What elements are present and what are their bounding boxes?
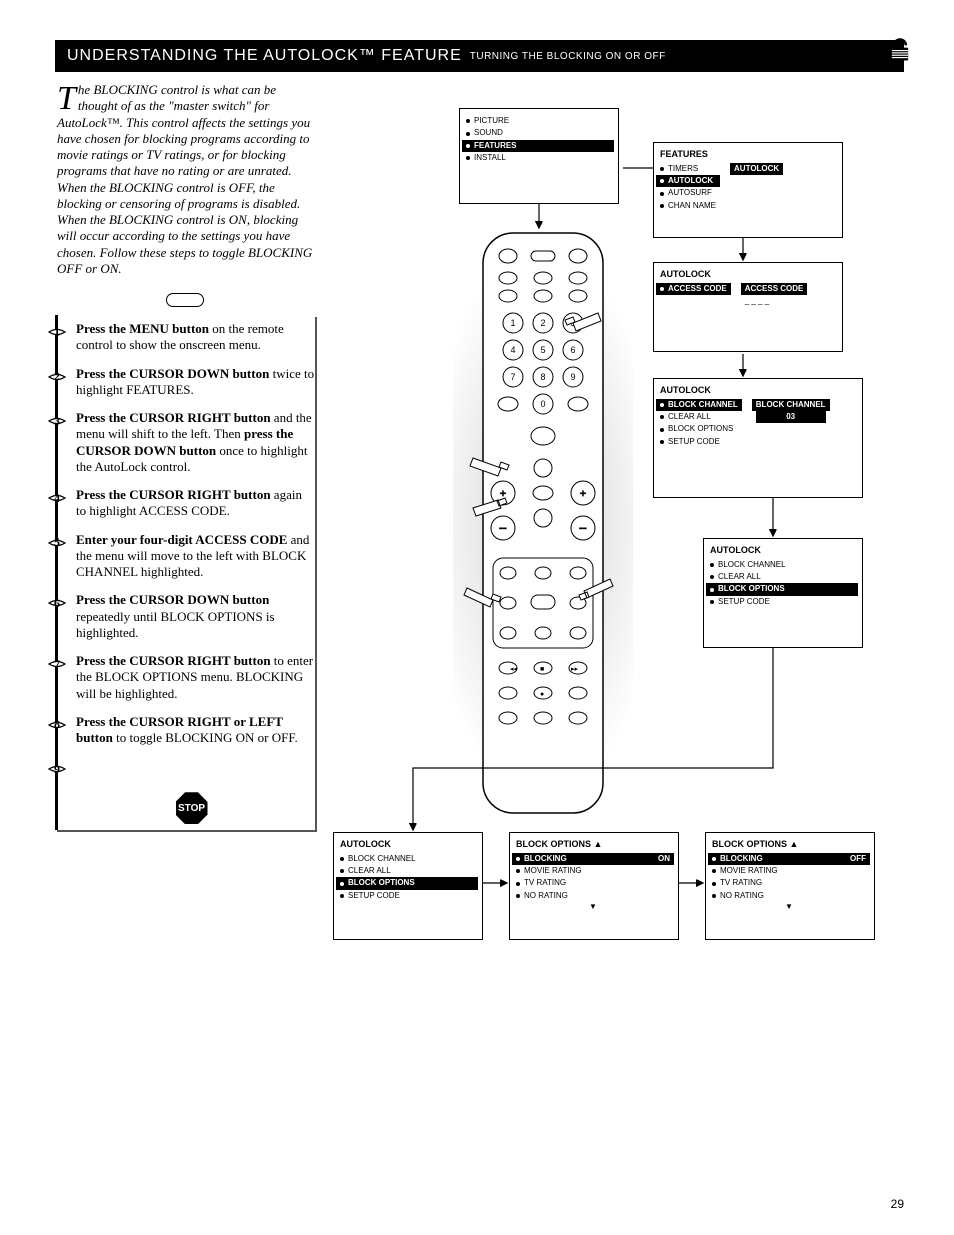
svg-text:5: 5 <box>540 345 545 355</box>
svg-text:●: ● <box>540 690 544 698</box>
step-8: 8Press the CURSOR RIGHT or LEFT button t… <box>68 714 315 747</box>
svg-text:7: 7 <box>510 372 515 382</box>
step-9: 9 <box>68 758 315 780</box>
svg-text:0: 0 <box>540 399 545 409</box>
step-diamond-icon: 1 <box>46 321 68 343</box>
step-diamond-icon: 4 <box>46 487 68 509</box>
svg-text:−: − <box>499 522 507 537</box>
step-diamond-icon: 2 <box>46 366 68 388</box>
step-diamond-icon: 6 <box>46 592 68 614</box>
page-number: 29 <box>891 1197 904 1211</box>
lock-icon <box>886 36 914 64</box>
step-text: Press the CURSOR RIGHT button and the me… <box>76 410 315 475</box>
svg-text:■: ■ <box>540 665 544 673</box>
step-5: 5Enter your four-digit ACCESS CODE and t… <box>68 532 315 581</box>
svg-text:4: 4 <box>510 345 515 355</box>
menu-screen-m5: AUTOLOCK BLOCK CHANNELCLEAR ALLBLOCK OPT… <box>703 538 863 648</box>
menu-screen-m8: BLOCK OPTIONS ▲BLOCKINGOFFMOVIE RATINGTV… <box>705 832 875 940</box>
svg-text:+: + <box>580 488 586 500</box>
step-7: 7Press the CURSOR RIGHT button to enter … <box>68 653 315 702</box>
step-diamond-icon: 7 <box>46 653 68 675</box>
step-diamond-icon: 3 <box>46 410 68 432</box>
step-text: Press the CURSOR DOWN button repeatedly … <box>76 592 315 641</box>
page-title-bar: UNDERSTANDING THE AUTOLOCK™ FEATURE TURN… <box>55 40 904 72</box>
menu-screen-m3: AUTOLOCK ACCESS CODEACCESS CODE_ _ _ _ <box>653 262 843 352</box>
menu-screen-m1: PICTURESOUNDFEATURESINSTALL <box>459 108 619 204</box>
page-title: UNDERSTANDING THE AUTOLOCK™ FEATURE <box>67 47 462 65</box>
svg-text:2: 2 <box>540 318 545 328</box>
svg-text:−: − <box>579 522 587 537</box>
menu-screen-m6: AUTOLOCK BLOCK CHANNELCLEAR ALLBLOCK OPT… <box>333 832 483 940</box>
step-6: 6Press the CURSOR DOWN button repeatedly… <box>68 592 315 641</box>
intro-body: he BLOCKING control is what can be thoug… <box>57 82 312 276</box>
menu-button-icon <box>166 293 204 307</box>
step-diamond-icon: 9 <box>46 758 68 780</box>
step-2: 2Press the CURSOR DOWN button twice to h… <box>68 366 315 399</box>
step-text: Press the CURSOR DOWN button twice to hi… <box>76 366 315 399</box>
svg-text:◂◂: ◂◂ <box>510 665 518 673</box>
menu-screen-m4: AUTOLOCK BLOCK CHANNELCLEAR ALLBLOCK OPT… <box>653 378 863 498</box>
step-text: Enter your four-digit ACCESS CODE and th… <box>76 532 315 581</box>
svg-text:1: 1 <box>510 318 515 328</box>
step-diamond-icon: 5 <box>46 532 68 554</box>
remote-illustration: 123 456 789 0 + + − − <box>453 228 633 818</box>
svg-text:8: 8 <box>540 372 545 382</box>
step-list: 1Press the MENU button on the remote con… <box>55 315 315 830</box>
menu-screen-m2: FEATURES TIMERSAUTOLOCKAUTOSURFCHAN NAME… <box>653 142 843 238</box>
step-text: Press the CURSOR RIGHT button to enter t… <box>76 653 315 702</box>
svg-text:6: 6 <box>570 345 575 355</box>
step-text: Press the CURSOR RIGHT or LEFT button to… <box>76 714 315 747</box>
step-1: 1Press the MENU button on the remote con… <box>68 321 315 354</box>
step-diamond-icon: 8 <box>46 714 68 736</box>
left-column: T he BLOCKING control is what can be tho… <box>55 78 315 830</box>
svg-text:9: 9 <box>570 372 575 382</box>
step-text: Press the CURSOR RIGHT button again to h… <box>76 487 315 520</box>
step-text: Press the MENU button on the remote cont… <box>76 321 315 354</box>
svg-text:▸▸: ▸▸ <box>571 665 579 673</box>
step-4: 4Press the CURSOR RIGHT button again to … <box>68 487 315 520</box>
intro-paragraph: T he BLOCKING control is what can be tho… <box>55 78 315 285</box>
page-subtitle: TURNING THE BLOCKING ON OR OFF <box>470 51 666 62</box>
step-3: 3Press the CURSOR RIGHT button and the m… <box>68 410 315 475</box>
right-column: 123 456 789 0 + + − − <box>333 78 904 830</box>
stop-icon: STOP <box>176 792 208 824</box>
menu-screen-m7: BLOCK OPTIONS ▲BLOCKINGONMOVIE RATINGTV … <box>509 832 679 940</box>
intro-dropcap: T <box>57 82 78 114</box>
